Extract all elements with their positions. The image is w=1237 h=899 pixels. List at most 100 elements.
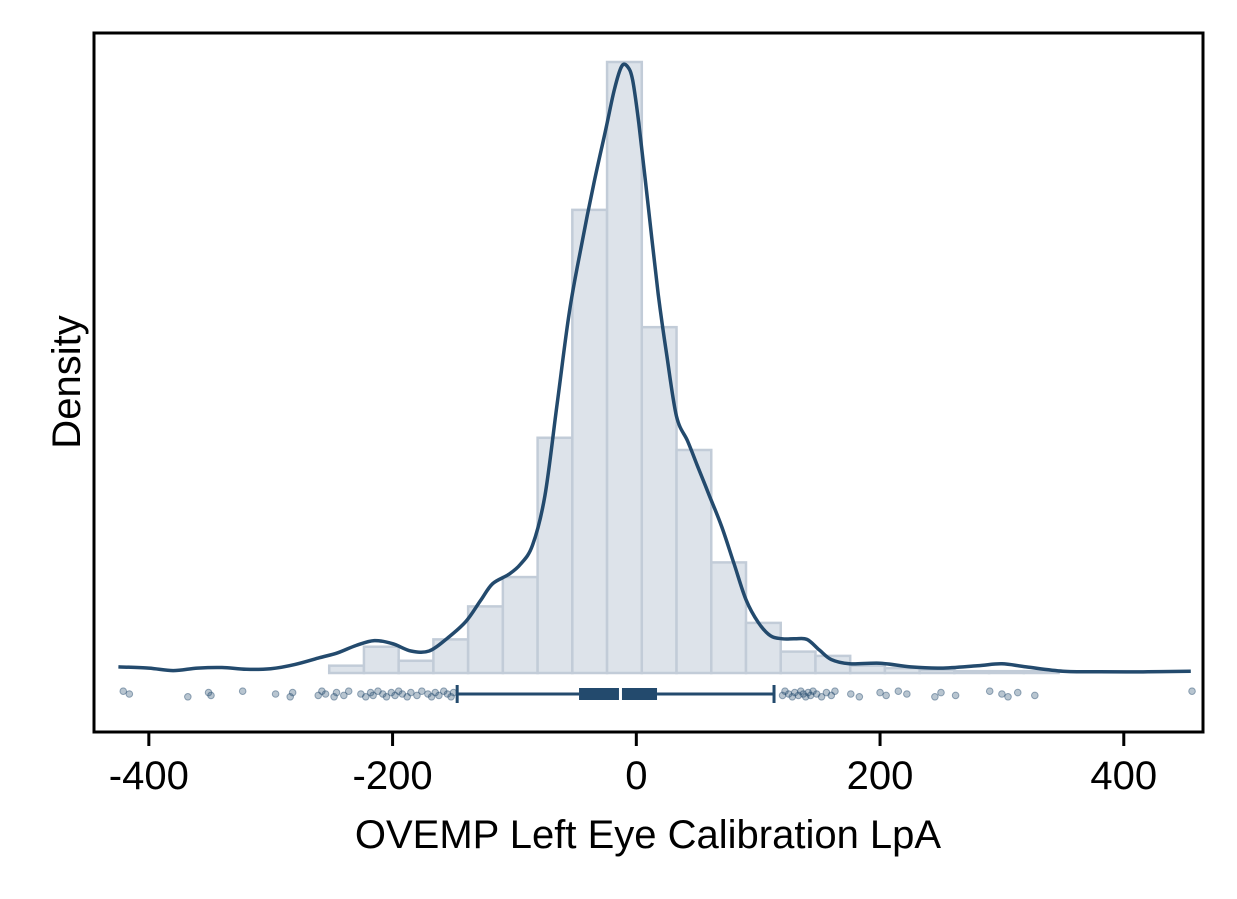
outlier-point-62 bbox=[931, 693, 939, 701]
x-axis-title: OVEMP Left Eye Calibration LpA bbox=[355, 813, 942, 857]
outlier-point-14 bbox=[340, 691, 348, 700]
outlier-point-1 bbox=[125, 690, 134, 698]
outlier-point-27 bbox=[403, 693, 412, 701]
outlier-point-54 bbox=[827, 691, 836, 700]
x-tick-label-3: 200 bbox=[847, 754, 914, 798]
density-line bbox=[118, 62, 1191, 674]
outlier-point-58 bbox=[876, 688, 884, 697]
histogram-bar-6 bbox=[536, 436, 574, 675]
histogram-bar-15 bbox=[848, 664, 887, 675]
outlier-point-13 bbox=[332, 688, 341, 697]
histogram-bar-2 bbox=[397, 659, 435, 675]
outlier-point-68 bbox=[1013, 688, 1022, 697]
outlier-point-64 bbox=[951, 691, 960, 700]
outlier-point-41 bbox=[784, 690, 793, 698]
interquartile-box bbox=[579, 688, 658, 700]
y-axis-title: Density bbox=[45, 315, 89, 448]
outlier-point-51 bbox=[812, 690, 821, 698]
histogram-bar-11 bbox=[710, 561, 748, 675]
outlier-point-3 bbox=[204, 688, 213, 697]
histogram-bars bbox=[327, 60, 1060, 675]
outlier-point-66 bbox=[998, 690, 1006, 698]
outlier-point-57 bbox=[855, 693, 864, 701]
outlier-point-7 bbox=[286, 693, 295, 701]
outlier-point-55 bbox=[831, 687, 839, 696]
outlier-point-67 bbox=[1004, 693, 1012, 701]
outlier-point-21 bbox=[379, 690, 387, 698]
histogram-bar-7 bbox=[571, 208, 609, 675]
histogram-bar-1 bbox=[362, 645, 400, 675]
outlier-point-50 bbox=[809, 687, 817, 696]
plot-frame bbox=[92, 31, 1205, 734]
histogram-bar-0 bbox=[327, 664, 366, 675]
outlier-point-29 bbox=[413, 691, 421, 700]
outlier-point-16 bbox=[357, 690, 365, 698]
outlier-point-11 bbox=[321, 690, 330, 698]
outlier-point-0 bbox=[119, 687, 128, 696]
outlier-point-24 bbox=[391, 691, 399, 700]
histogram-bar-5 bbox=[501, 575, 539, 675]
outlier-point-4 bbox=[207, 691, 215, 700]
histogram-bar-18 bbox=[953, 669, 991, 675]
outlier-point-36 bbox=[443, 690, 452, 698]
outlier-point-28 bbox=[407, 688, 415, 697]
outlier-point-53 bbox=[822, 688, 831, 697]
outlier-point-37 bbox=[447, 693, 455, 701]
outlier-point-18 bbox=[366, 688, 375, 697]
histogram-bar-19 bbox=[987, 669, 1026, 675]
outlier-point-22 bbox=[382, 693, 391, 701]
outlier-point-61 bbox=[903, 690, 911, 698]
outlier-point-6 bbox=[271, 690, 280, 698]
outlier-point-2 bbox=[184, 693, 192, 701]
outlier-point-47 bbox=[801, 693, 810, 701]
x-tick-label-0: -400 bbox=[109, 754, 189, 798]
outlier-point-40 bbox=[781, 687, 789, 696]
outlier-point-20 bbox=[374, 687, 382, 696]
outlier-point-31 bbox=[424, 690, 432, 698]
outlier-point-33 bbox=[431, 688, 440, 697]
x-axis-ticks: -400 -200 0 200 400 bbox=[109, 732, 1157, 798]
outlier-point-42 bbox=[788, 693, 797, 701]
outlier-point-45 bbox=[797, 687, 805, 696]
histogram-bar-8 bbox=[605, 60, 644, 675]
outlier-point-32 bbox=[427, 693, 436, 701]
outlier-point-39 bbox=[778, 691, 787, 700]
x-tick-label-4: 400 bbox=[1090, 754, 1157, 798]
outlier-point-25 bbox=[394, 687, 403, 696]
outlier-point-69 bbox=[1031, 691, 1039, 700]
outlier-point-5 bbox=[238, 687, 247, 696]
outlier-point-63 bbox=[937, 688, 945, 697]
outlier-points bbox=[119, 687, 1196, 701]
outlier-point-48 bbox=[804, 688, 812, 697]
x-tick-label-2: 0 bbox=[625, 754, 647, 798]
histogram-bar-4 bbox=[466, 605, 505, 675]
outlier-point-65 bbox=[985, 687, 994, 696]
histogram-bar-13 bbox=[779, 650, 817, 675]
outlier-point-10 bbox=[318, 687, 326, 696]
outlier-point-26 bbox=[398, 690, 407, 698]
outlier-point-56 bbox=[847, 690, 855, 698]
outlier-point-52 bbox=[817, 693, 826, 701]
outlier-point-30 bbox=[418, 687, 426, 696]
outlier-point-8 bbox=[288, 688, 297, 697]
density-curve bbox=[118, 62, 1191, 674]
outlier-point-19 bbox=[369, 691, 377, 700]
outlier-point-12 bbox=[330, 693, 338, 701]
outlier-point-59 bbox=[882, 691, 890, 700]
outlier-point-60 bbox=[894, 687, 903, 696]
x-tick-label-1: -200 bbox=[353, 754, 433, 798]
outlier-point-46 bbox=[799, 690, 808, 698]
outlier-point-44 bbox=[794, 691, 803, 700]
outlier-point-70 bbox=[1188, 687, 1196, 696]
outlier-point-17 bbox=[361, 693, 370, 701]
outlier-point-35 bbox=[439, 687, 448, 696]
boxplot bbox=[455, 685, 776, 703]
outlier-point-43 bbox=[790, 688, 799, 697]
outlier-point-9 bbox=[314, 691, 323, 700]
outlier-point-49 bbox=[806, 691, 815, 700]
outlier-point-15 bbox=[344, 687, 353, 696]
outlier-point-23 bbox=[387, 688, 396, 697]
histogram-bar-17 bbox=[918, 668, 956, 675]
outlier-point-34 bbox=[435, 691, 443, 700]
